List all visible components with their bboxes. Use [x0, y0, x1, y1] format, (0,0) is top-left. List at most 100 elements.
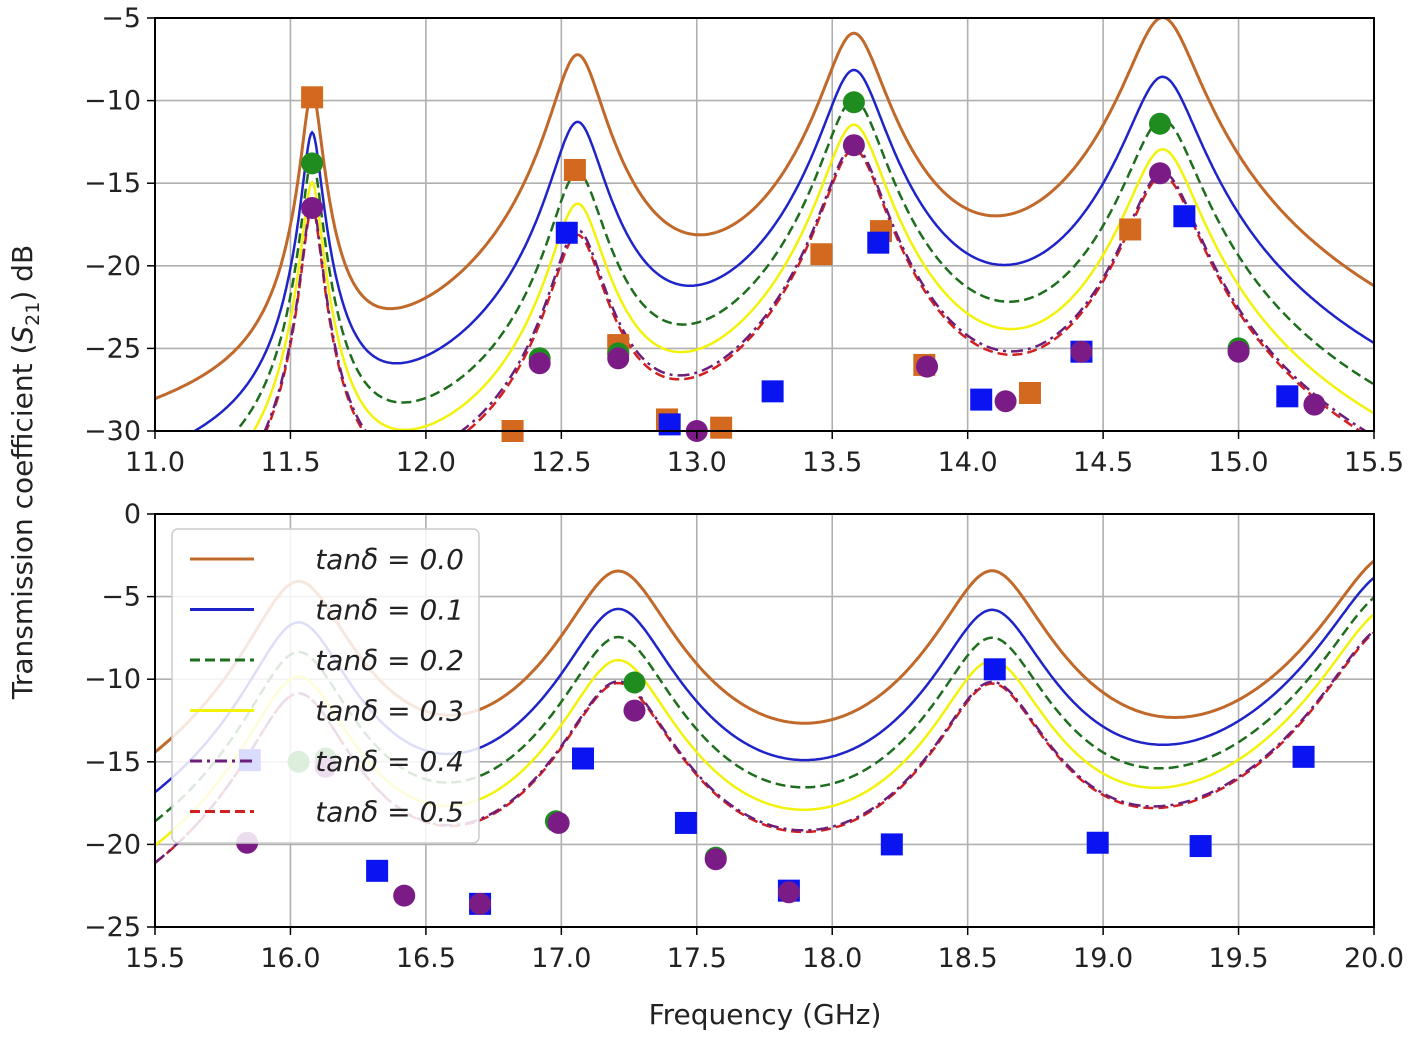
x-tick-label: 15.5	[125, 943, 185, 974]
frame-layer	[154, 17, 1375, 928]
marker-circle	[301, 152, 324, 175]
series-line-5	[264, 148, 1363, 431]
marker-square	[1086, 831, 1109, 854]
series-line-3	[252, 123, 1374, 431]
marker-circle	[842, 91, 865, 114]
y-tick-label: −30	[84, 416, 141, 447]
marker-square	[710, 416, 733, 439]
y-tick-label: 0	[124, 499, 141, 530]
marker-circle	[1148, 112, 1171, 135]
x-tick-label: 14.0	[938, 447, 998, 478]
plot-frame-bottom	[154, 513, 1375, 928]
legend-label: tanδ = 0.5	[315, 796, 464, 829]
x-tick-label: 18.5	[938, 943, 998, 974]
x-tick-label: 16.5	[396, 943, 456, 974]
legend-label: tanδ = 0.4	[315, 745, 464, 778]
marker-circle	[393, 884, 416, 907]
x-tick-label: 13.5	[802, 447, 862, 478]
legend-label: tanδ = 0.3	[315, 695, 464, 728]
y-tick-label: −20	[84, 251, 141, 282]
tick-layer: 11.0 11.5 12.0 12.5 13.0 13.5 14.0 14.5 15.0 15.5…	[84, 3, 1404, 974]
marker-circle	[1227, 340, 1250, 363]
x-tick-label: 12.5	[531, 447, 591, 478]
marker-square	[301, 86, 324, 109]
series-line-4	[263, 144, 1368, 431]
marker-circle	[607, 347, 630, 370]
marker-circle	[1148, 162, 1171, 185]
marker-circle	[547, 811, 570, 834]
marker-square	[1018, 382, 1041, 405]
x-tick-label: 11.0	[125, 447, 185, 478]
marker-square	[1292, 745, 1315, 768]
y-tick-label: −15	[84, 168, 141, 199]
marker-circle	[704, 848, 727, 871]
marker-square	[572, 747, 595, 770]
x-tick-label: 11.5	[260, 447, 320, 478]
legend: tanδ = 0.0 tanδ = 0.1 tanδ = 0.2 tanδ = 0.3…	[171, 528, 480, 844]
marker-square	[555, 221, 578, 244]
marker-circle	[777, 881, 800, 904]
x-tick-label: 15.0	[1208, 447, 1268, 478]
marker-square	[674, 811, 697, 834]
marker-square	[761, 380, 784, 403]
marker-circle	[623, 699, 646, 722]
marker-square	[1173, 205, 1196, 228]
y-axis-title: Transmission coefficient (S21) dB	[6, 245, 44, 700]
series-line-0	[155, 18, 1374, 401]
y-axis-title-suffix: ) dB	[6, 245, 39, 302]
marker-circle	[994, 390, 1017, 413]
x-tick-label: 17.5	[667, 943, 727, 974]
series-line-2	[234, 98, 1374, 431]
y-tick-label: −15	[84, 747, 141, 778]
x-tick-label: 13.0	[667, 447, 727, 478]
y-tick-label: −5	[101, 3, 141, 34]
y-tick-label: −5	[101, 582, 141, 613]
series-line-1	[192, 68, 1374, 431]
x-tick-label: 16.0	[260, 943, 320, 974]
x-tick-label: 20.0	[1344, 943, 1404, 974]
plot-frame-top	[154, 17, 1375, 432]
y-tick-label: −20	[84, 829, 141, 860]
x-tick-label: 12.0	[396, 447, 456, 478]
marker-circle	[916, 355, 939, 378]
y-tick-label: −25	[84, 912, 141, 943]
marker-square	[810, 243, 833, 266]
legend-label: tanδ = 0.1	[315, 594, 464, 627]
marker-square	[880, 833, 903, 856]
y-axis-title-sub: 21	[22, 302, 44, 326]
marker-circle	[623, 671, 646, 694]
y-tick-label: −10	[84, 664, 141, 695]
marker-square	[1189, 835, 1212, 858]
marker-square	[970, 388, 993, 411]
x-tick-label: 18.0	[802, 943, 862, 974]
marker-square	[867, 231, 890, 254]
legend-label: tanδ = 0.2	[315, 644, 464, 677]
marker-square	[983, 658, 1006, 681]
marker-circle	[1070, 340, 1093, 363]
x-tick-label: 14.5	[1073, 447, 1133, 478]
marker-circle	[301, 196, 324, 219]
y-tick-label: −25	[84, 333, 141, 364]
marker-circle	[469, 892, 492, 915]
x-tick-label: 19.5	[1208, 943, 1268, 974]
x-axis-title: Frequency (GHz)	[649, 998, 882, 1031]
series-line-4	[155, 629, 1374, 864]
x-tick-label: 15.5	[1344, 447, 1404, 478]
x-tick-label: 17.0	[531, 943, 591, 974]
marker-square	[1119, 218, 1142, 241]
y-axis-title-prefix: Transmission coefficient (	[6, 344, 39, 701]
marker-square	[658, 413, 681, 436]
x-tick-label: 19.0	[1073, 943, 1133, 974]
marker-square	[563, 158, 586, 181]
marker-circle	[842, 134, 865, 157]
marker-square	[1276, 385, 1299, 408]
y-tick-label: −10	[84, 86, 141, 117]
legend-box	[171, 528, 480, 844]
marker-circle	[528, 352, 551, 375]
marker-circle	[1303, 393, 1326, 416]
legend-label: tanδ = 0.0	[315, 543, 464, 576]
series-layer	[155, 18, 1374, 864]
y-axis-title-var: S	[6, 326, 39, 344]
